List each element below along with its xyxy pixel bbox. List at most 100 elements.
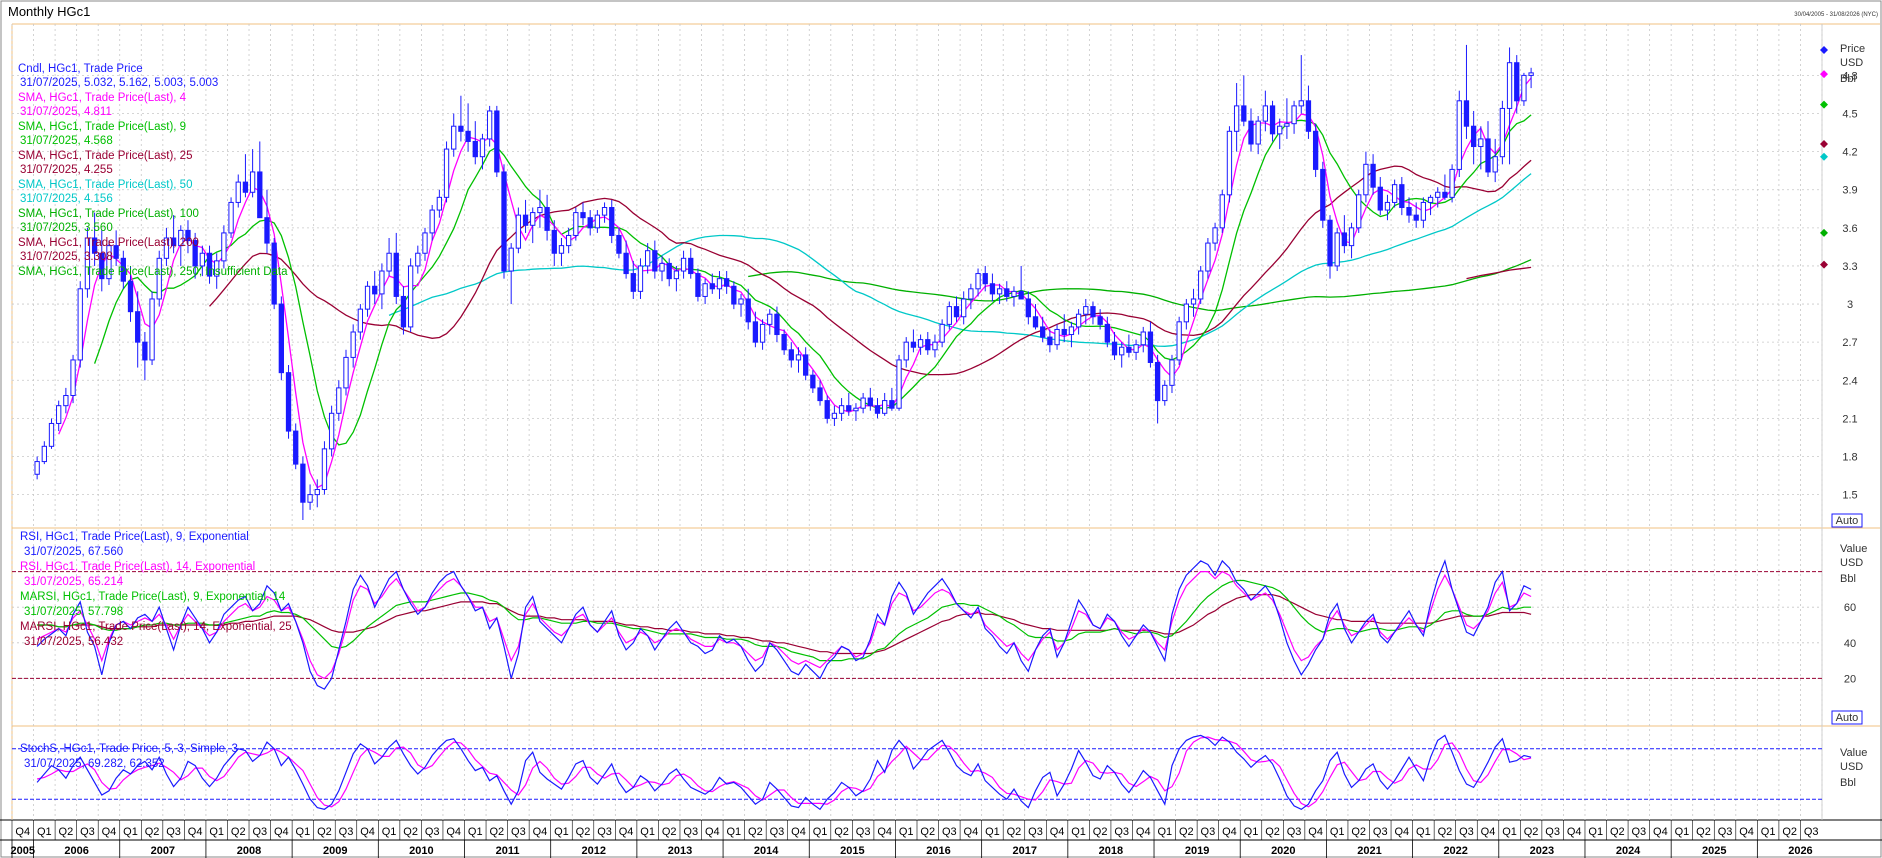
candle-body [393,252,399,297]
candle-body [63,395,69,407]
candle-body [1456,100,1462,170]
sma-50-line [388,173,1532,347]
stoch-legend-value: 31/07/2025, 69.282, 62.352 [24,758,165,770]
quarter-label: Q2 [1265,826,1280,838]
price-tick-label: 3.9 [1842,185,1857,197]
rsi-legend-name: RSI, HGc1, Trade Price(Last), 14, Expone… [20,561,255,573]
price-legend-value: 31/07/2025, 3.308 [20,251,113,263]
candle-body [1104,323,1110,343]
candle-body [1463,100,1470,127]
candle-body [429,209,435,234]
candle-body [616,234,622,254]
price-legend-value: 31/07/2025, 4.811 [20,106,112,118]
candle-body [314,489,320,496]
price-tick-label: 3.6 [1842,223,1857,235]
stoch-d-line [36,736,1532,808]
candle-body [652,250,658,272]
candle-body [1248,120,1254,145]
candle-body [587,217,593,229]
candle-body [1140,331,1146,346]
window-title: Monthly HGc1 [8,4,91,19]
year-label: 2011 [496,845,520,857]
value-marker [1820,228,1828,237]
quarter-label: Q3 [511,826,526,838]
candle-body [156,257,162,300]
candle-body [803,354,809,376]
quarter-label: Q4 [705,826,720,838]
candle-body [1075,313,1082,328]
quarter-label: Q4 [1136,826,1151,838]
price-legend-name: SMA, HGc1, Trade Price(Last), 250, Insuf… [18,266,288,278]
candle-body [192,240,198,267]
candle-body [1147,331,1154,363]
rsi-auto-button[interactable] [1831,710,1863,725]
rsi-legend-name: RSI, HGc1, Trade Price(Last), 9, Exponen… [20,531,249,543]
stoch-legend-name: StochS, HGc1, Trade Price, 5, 3, Simple,… [20,743,238,755]
year-label: 2008 [237,845,261,857]
candle-body [285,372,292,432]
candle-body [407,265,414,328]
candle-body [953,306,960,318]
quarter-label: Q2 [662,826,677,838]
candle-body [565,234,572,247]
candle-body [824,400,830,419]
quarter-label: Q4 [1653,826,1668,838]
quarter-label: Q3 [1804,826,1819,838]
candle-body [494,110,500,173]
candle-body [1298,100,1304,107]
candle-body [702,283,708,297]
candle-body [1111,341,1118,356]
candle-body [242,181,249,193]
price-auto-button[interactable] [1831,513,1863,528]
candle-body [170,237,177,247]
candle-body [1011,290,1017,297]
candle-body [199,252,205,267]
price-tick-label: 1.5 [1842,490,1857,502]
quarter-label: Q4 [533,826,548,838]
candle-body [1277,125,1283,135]
rsi-legend-value: 31/07/2025, 67.560 [24,546,123,558]
quarter-label: Q1 [1330,826,1345,838]
quarter-label: Q3 [770,826,785,838]
candle-body [206,252,213,277]
candle-body [372,285,378,295]
candle-body [917,339,924,348]
candle-body [56,405,62,424]
candle-body [1119,346,1125,356]
candle-body [810,374,816,389]
candle-body [716,278,723,290]
stoch-axis-unit: USD [1840,761,1863,773]
candle-body [1054,328,1060,346]
candle-body [896,359,902,409]
candle-body [1190,298,1197,305]
candle-body [882,400,888,414]
candle-body [724,278,730,287]
candle-body [1291,105,1297,125]
quarter-label: Q3 [1373,826,1388,838]
year-label: 2009 [323,845,347,857]
candle-body [271,242,277,305]
candle-body [293,430,299,465]
sma-4-line [58,77,1532,489]
candle-body [307,494,313,503]
candle-body [709,283,715,290]
candle-body [1341,232,1348,247]
candle-body [673,270,680,280]
quarter-label: Q3 [683,826,698,838]
candle-body [84,237,91,290]
quarter-label: Q4 [446,826,461,838]
candle-body [1068,326,1075,336]
quarter-label: Q4 [1394,826,1409,838]
quarter-label: Q4 [1739,826,1754,838]
quarter-label: Q1 [1244,826,1259,838]
year-label: 2020 [1271,845,1295,857]
quarter-label: Q4 [15,826,30,838]
candle-body [106,245,112,280]
candle-body [874,405,881,414]
price-tick-label: 2.7 [1842,337,1857,349]
candle-body [486,110,493,140]
candle-body [860,397,866,409]
candle-body [1334,232,1340,267]
quarter-label: Q3 [252,826,267,838]
